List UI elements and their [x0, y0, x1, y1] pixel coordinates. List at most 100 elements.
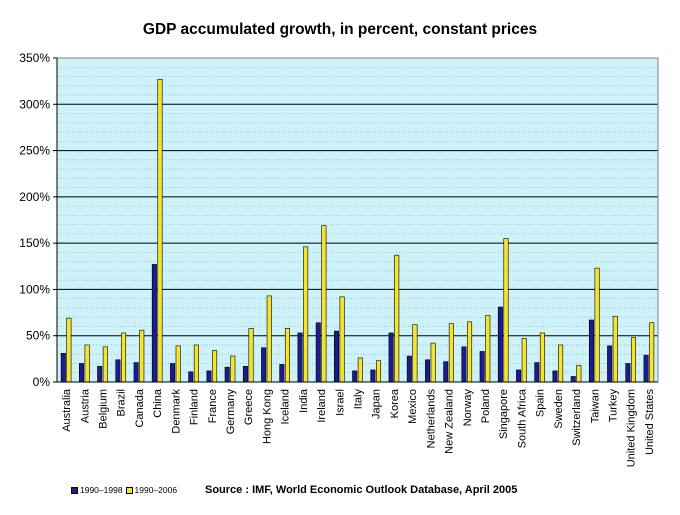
- x-tick-label: Denmark: [170, 389, 182, 434]
- bar-2: [630, 337, 636, 383]
- source-note: Source : IMF, World Economic Outlook Dat…: [205, 484, 518, 496]
- bar-2: [430, 342, 436, 383]
- x-tick-label: Finland: [189, 389, 201, 425]
- legend-label-series-2: 1990–2006: [134, 485, 178, 495]
- bar-2: [649, 322, 655, 383]
- bar-2: [193, 344, 199, 383]
- bar-2: [412, 324, 418, 383]
- bar-1: [643, 354, 649, 383]
- y-tick-label: 350%: [19, 51, 50, 65]
- legend-swatch-series-1: [71, 486, 78, 494]
- bar-2: [558, 344, 564, 383]
- bar-2: [230, 355, 236, 383]
- bar-1: [60, 353, 66, 383]
- bar-2: [66, 317, 72, 383]
- bar-2: [594, 267, 600, 383]
- bar-1: [516, 369, 522, 383]
- bar-2: [521, 338, 527, 383]
- bar-1: [370, 369, 376, 383]
- bar-1: [315, 322, 321, 383]
- x-tick-label: Ireland: [316, 389, 328, 423]
- chart-title: GDP accumulated growth, in percent, cons…: [142, 21, 538, 38]
- bar-2: [212, 350, 218, 383]
- bar-2: [266, 295, 272, 383]
- x-tick-label: Mexico: [407, 389, 419, 424]
- bar-2: [248, 328, 254, 383]
- plot-area: 0% 50% 100% 150% 200% 250% 300% 350% Australia Au…: [19, 51, 659, 467]
- bar-2: [394, 254, 400, 383]
- x-tick-label: New Zealand: [444, 389, 456, 454]
- bar-1: [388, 332, 394, 383]
- legend-swatch-series-2: [125, 486, 133, 494]
- bar-1: [607, 345, 613, 383]
- bar-2: [321, 225, 327, 383]
- bar-2: [339, 296, 345, 383]
- x-tick-label: Israel: [334, 389, 346, 416]
- bar-2: [357, 357, 363, 383]
- x-tick-label: Japan: [371, 389, 383, 419]
- bar-1: [497, 306, 503, 383]
- x-tick-label: Taiwan: [589, 389, 601, 423]
- y-tick-label: 250%: [19, 144, 50, 158]
- bar-1: [570, 376, 576, 383]
- bar-2: [376, 360, 382, 383]
- bar-2: [102, 346, 108, 383]
- x-tick-label: Italy: [353, 389, 365, 410]
- bar-1: [297, 332, 303, 383]
- bar-2: [284, 328, 290, 383]
- bar-2: [84, 344, 90, 383]
- x-tick-label: Canada: [134, 388, 146, 427]
- x-tick-label: South Africa: [516, 388, 528, 448]
- bar-1: [588, 319, 594, 383]
- x-tick-label: Turkey: [607, 389, 619, 423]
- bar-1: [443, 361, 449, 383]
- y-tick-label: 100%: [19, 282, 50, 296]
- bar-1: [406, 355, 412, 383]
- bar-1: [279, 364, 285, 383]
- x-tick-label: Austria: [79, 388, 91, 423]
- bar-2: [448, 323, 454, 383]
- bar-2: [157, 78, 163, 383]
- x-tick-label: Netherlands: [425, 389, 437, 449]
- bar-1: [188, 371, 194, 383]
- bar-1: [425, 359, 431, 383]
- x-tick-label: Norway: [462, 389, 474, 427]
- bar-1: [479, 351, 485, 383]
- x-tick-label: India: [298, 388, 310, 413]
- x-tick-label: United States: [644, 389, 656, 456]
- x-tick-label: Hong Kong: [261, 389, 273, 444]
- y-tick-label: 150%: [19, 236, 50, 250]
- x-tick-label: Greece: [243, 389, 255, 425]
- legend-item-series-2: 1990–2006: [125, 485, 178, 495]
- bar-1: [224, 366, 230, 383]
- legend: 1990–1998 1990–2006: [71, 485, 180, 495]
- bar-2: [175, 345, 181, 383]
- bar-2: [576, 365, 582, 383]
- y-tick-label: 50%: [26, 329, 50, 343]
- bar-2: [612, 315, 618, 383]
- x-tick-label: Singapore: [498, 389, 510, 439]
- legend-item-series-1: 1990–1998: [71, 485, 123, 495]
- x-tick-label: Germany: [225, 389, 237, 435]
- x-tick-label: Sweden: [553, 389, 565, 429]
- bar-2: [467, 321, 473, 383]
- bar-1: [206, 370, 212, 383]
- plot-background: [57, 58, 658, 382]
- bar-1: [625, 363, 631, 383]
- bar-1: [534, 362, 540, 383]
- bar-2: [539, 332, 545, 383]
- bar-1: [261, 347, 267, 383]
- y-tick-label: 300%: [19, 97, 50, 111]
- x-tick-label: Belgium: [98, 389, 110, 429]
- bar-1: [333, 330, 339, 383]
- bar-1: [352, 370, 358, 383]
- bar-1: [552, 370, 558, 383]
- x-tick-label: Switzerland: [571, 389, 583, 446]
- bar-2: [303, 246, 309, 383]
- bar-1: [97, 365, 103, 383]
- x-tick-label: United Kingdom: [626, 389, 638, 467]
- bar-2: [121, 332, 127, 383]
- x-tick-label: Korea: [389, 388, 401, 418]
- x-tick-label: Poland: [480, 389, 492, 423]
